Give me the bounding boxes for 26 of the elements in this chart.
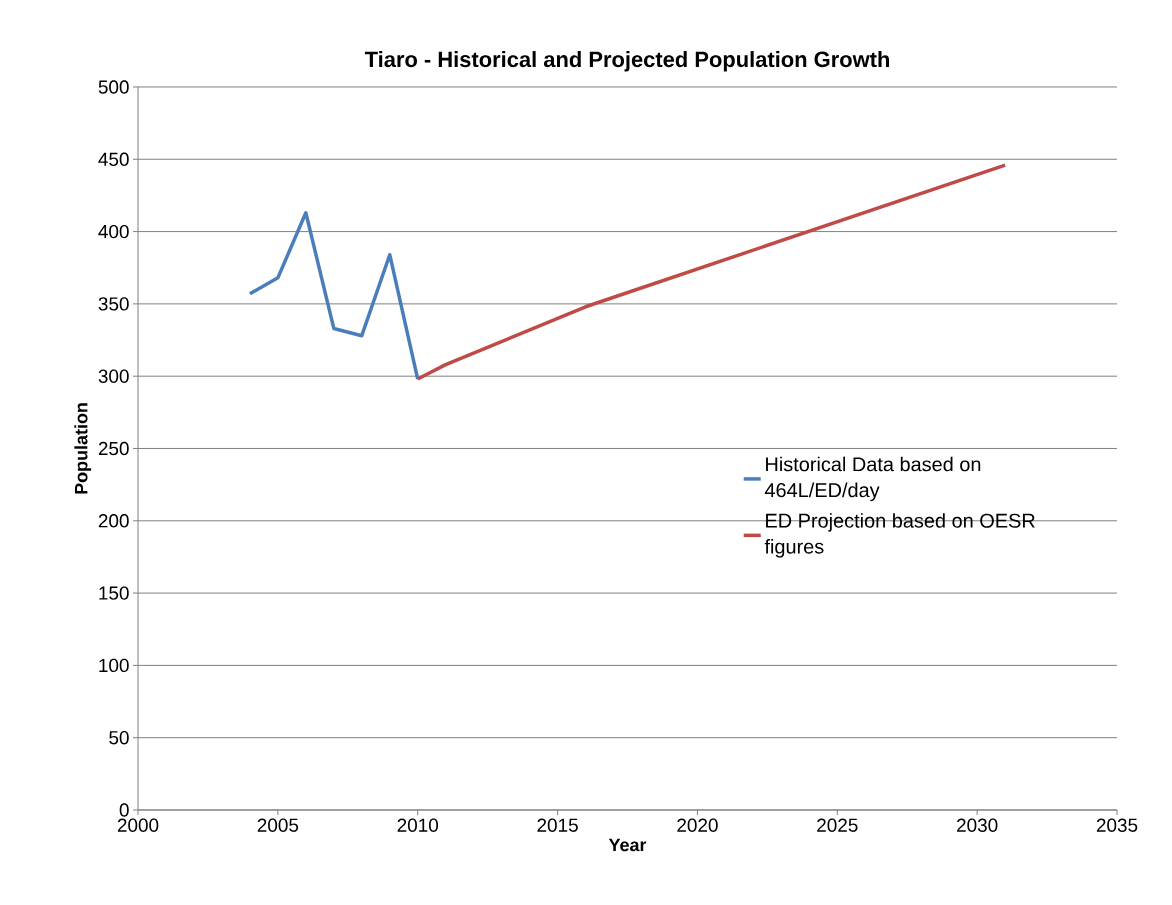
y-tick-label: 450 bbox=[98, 152, 129, 166]
line-series bbox=[248, 211, 420, 381]
chart-title: Tiaro - Historical and Projected Population Growth bbox=[364, 51, 889, 72]
y-tick-label: 50 bbox=[109, 730, 129, 745]
x-tick-label: 2030 bbox=[957, 818, 998, 832]
y-tick-label: 400 bbox=[98, 224, 129, 239]
x-tick-label: 2020 bbox=[677, 818, 718, 832]
y-tick-label: 250 bbox=[98, 441, 129, 456]
legend-label: Historical Data based on 464L/ED/day bbox=[764, 456, 981, 502]
x-tick-label: 2015 bbox=[537, 818, 578, 832]
y-tick-label: 350 bbox=[98, 297, 129, 311]
x-tick-label: 2035 bbox=[1096, 818, 1138, 832]
x-tick-label: 2005 bbox=[257, 818, 299, 832]
y-tick-label: 500 bbox=[98, 80, 129, 94]
legend-label: ED Projection based on OESR figures bbox=[764, 513, 1035, 558]
y-tick-label: 150 bbox=[99, 586, 129, 600]
x-axis-title: Year bbox=[608, 838, 647, 852]
x-tick-label: 2010 bbox=[397, 818, 439, 832]
x-tick-label: 2025 bbox=[817, 818, 858, 832]
y-axis-title: Population bbox=[74, 403, 92, 494]
y-tick-label: 300 bbox=[98, 369, 129, 383]
y-tick-label: 100 bbox=[99, 658, 129, 673]
y-tick-label: 0 bbox=[119, 803, 129, 817]
x-tick-label: 2000 bbox=[117, 818, 159, 832]
y-tick-label: 200 bbox=[98, 514, 129, 528]
line-series bbox=[415, 163, 1007, 381]
